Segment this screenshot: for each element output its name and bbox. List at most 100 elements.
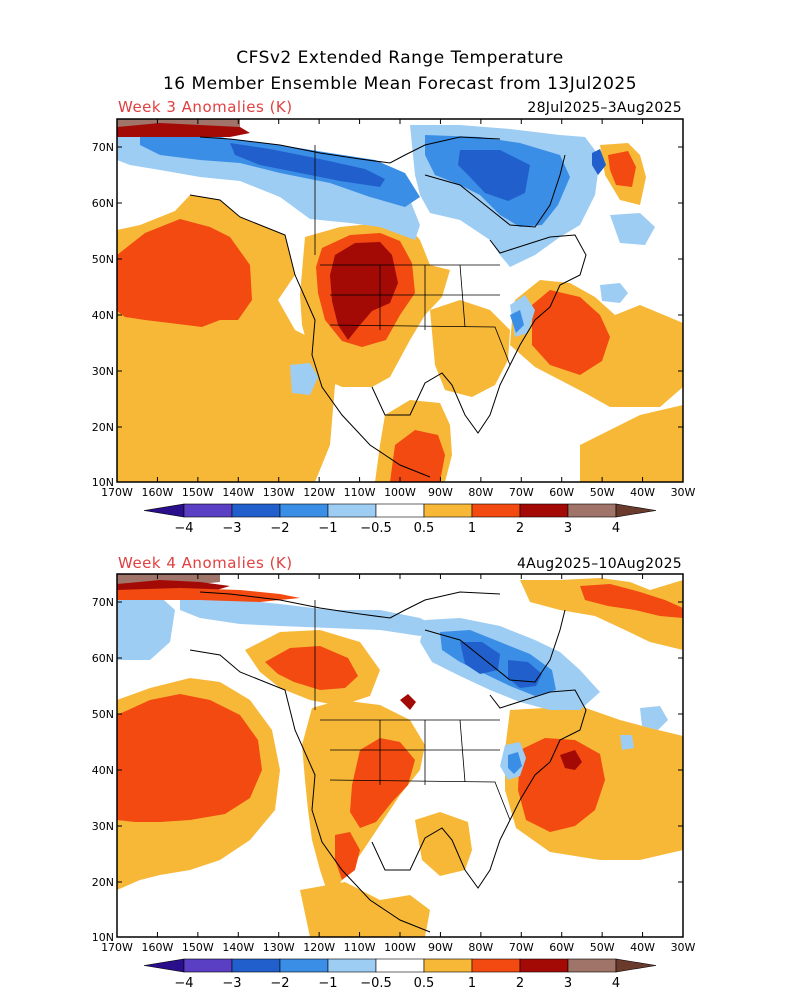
week4-dates: 4Aug2025–10Aug2025 bbox=[516, 556, 682, 572]
lon-label: 70W bbox=[509, 486, 534, 499]
colorbar-tick-label: 2 bbox=[516, 521, 524, 536]
colorbar-tick-label: −3 bbox=[222, 976, 241, 991]
week3-dates: 28Jul2025–3Aug2025 bbox=[527, 100, 682, 116]
week3-colorbar: −4 −3 −2 −1 −0.5 0.5 1 2 3 4 bbox=[143, 503, 657, 536]
lat-label: 10N bbox=[92, 931, 114, 944]
anomaly-contour-region bbox=[390, 430, 445, 482]
colorbar-swatch bbox=[423, 958, 473, 973]
lat-label: 20N bbox=[92, 876, 114, 889]
anomaly-contour-region bbox=[117, 694, 262, 822]
lat-label: 50N bbox=[92, 708, 114, 721]
colorbar-tick-label: −1 bbox=[318, 976, 337, 991]
anomaly-contour-region bbox=[117, 588, 300, 602]
colorbar-swatch bbox=[471, 958, 521, 973]
anomaly-contour-region bbox=[510, 310, 524, 333]
anomaly-contour-region bbox=[117, 592, 175, 660]
colorbar-tick-label: −3 bbox=[222, 521, 241, 536]
lon-label: 150W bbox=[182, 486, 214, 499]
anomaly-contour-region bbox=[580, 405, 683, 482]
colorbar-tick-label: −2 bbox=[270, 521, 289, 536]
colorbar-swatch bbox=[423, 503, 473, 518]
anomaly-contour-region bbox=[460, 642, 500, 674]
political-borders bbox=[314, 145, 511, 366]
colorbar-tick-label: −0.5 bbox=[360, 521, 392, 536]
lon-label: 120W bbox=[303, 941, 335, 954]
lat-label: 30N bbox=[92, 365, 114, 378]
lon-label: 100W bbox=[384, 486, 416, 499]
lat-label: 40N bbox=[92, 764, 114, 777]
week4-label: Week 4 Anomalies (K) bbox=[118, 554, 293, 572]
colorbar-swatch bbox=[519, 958, 569, 973]
lon-label: 50W bbox=[590, 486, 615, 499]
lon-label: 140W bbox=[222, 486, 254, 499]
lon-label: 40W bbox=[630, 486, 655, 499]
lon-label: 30W bbox=[671, 486, 696, 499]
anomaly-contour-region bbox=[350, 738, 415, 828]
colorbar-swatch bbox=[327, 958, 377, 973]
lat-label: 70N bbox=[92, 141, 114, 154]
anomaly-contour-region bbox=[560, 750, 582, 770]
title-line-2: 16 Member Ensemble Mean Forecast from 13… bbox=[162, 74, 638, 94]
colorbar-swatch bbox=[183, 958, 233, 973]
colorbar-arrow-high bbox=[615, 958, 657, 973]
colorbar-swatch bbox=[279, 958, 329, 973]
anomaly-contour-region bbox=[532, 290, 610, 375]
lon-label: 170W bbox=[101, 486, 133, 499]
colorbar-tick-label: 0.5 bbox=[414, 521, 435, 536]
lon-label: 150W bbox=[182, 941, 214, 954]
colorbar-tick-label: 0.5 bbox=[414, 976, 435, 991]
colorbar-tick-label: 3 bbox=[564, 976, 572, 991]
colorbar-tick-label: −4 bbox=[174, 521, 193, 536]
lon-label: 80W bbox=[468, 486, 493, 499]
lon-label: 140W bbox=[222, 941, 254, 954]
anomaly-contour-region bbox=[335, 832, 360, 880]
lon-label: 170W bbox=[101, 941, 133, 954]
lat-label: 60N bbox=[92, 197, 114, 210]
coastline bbox=[189, 591, 587, 933]
anomaly-contour-region bbox=[458, 150, 530, 201]
anomaly-contour-region bbox=[300, 882, 430, 937]
lon-label: 90W bbox=[428, 486, 453, 499]
lat-label: 50N bbox=[92, 253, 114, 266]
anomaly-contour-region bbox=[508, 752, 522, 774]
colorbar-swatch bbox=[375, 503, 425, 518]
colorbar-arrow-high bbox=[615, 503, 657, 518]
colorbar-swatch bbox=[183, 503, 233, 518]
anomaly-contour-region bbox=[608, 151, 636, 187]
anomaly-contour-region bbox=[580, 584, 683, 618]
lon-label: 60W bbox=[549, 941, 574, 954]
anomaly-contour-region bbox=[265, 646, 358, 690]
lat-label: 40N bbox=[92, 309, 114, 322]
lon-label: 60W bbox=[549, 486, 574, 499]
anomaly-contour-region bbox=[230, 143, 385, 187]
lat-label: 60N bbox=[92, 652, 114, 665]
colorbar-swatch bbox=[375, 958, 425, 973]
anomaly-contour-region bbox=[330, 242, 398, 340]
colorbar-tick-label: 4 bbox=[612, 976, 620, 991]
anomaly-contour-region bbox=[117, 123, 250, 137]
colorbar-swatch bbox=[327, 503, 377, 518]
lon-label: 110W bbox=[344, 941, 376, 954]
colorbar-tick-label: 1 bbox=[468, 976, 476, 991]
lon-label: 110W bbox=[344, 486, 376, 499]
anomaly-contour-region bbox=[600, 283, 628, 303]
anomaly-contour-region bbox=[518, 738, 605, 832]
colorbar-swatch bbox=[519, 503, 569, 518]
lon-label: 90W bbox=[428, 941, 453, 954]
anomaly-contour-region bbox=[180, 595, 440, 636]
lon-label: 120W bbox=[303, 486, 335, 499]
colorbar-tick-label: −0.5 bbox=[360, 976, 392, 991]
colorbar-swatch bbox=[279, 503, 329, 518]
lon-label: 100W bbox=[384, 941, 416, 954]
colorbar-tick-label: −4 bbox=[174, 976, 193, 991]
anomaly-contour-region bbox=[430, 300, 510, 397]
colorbar-arrow-low bbox=[143, 958, 185, 973]
lon-label: 80W bbox=[468, 941, 493, 954]
colorbar-swatch bbox=[567, 958, 617, 973]
anomaly-contour-region bbox=[640, 706, 668, 730]
colorbar-tick-label: 4 bbox=[612, 521, 620, 536]
anomaly-contour-region bbox=[117, 219, 252, 327]
colorbar-swatch bbox=[231, 958, 281, 973]
